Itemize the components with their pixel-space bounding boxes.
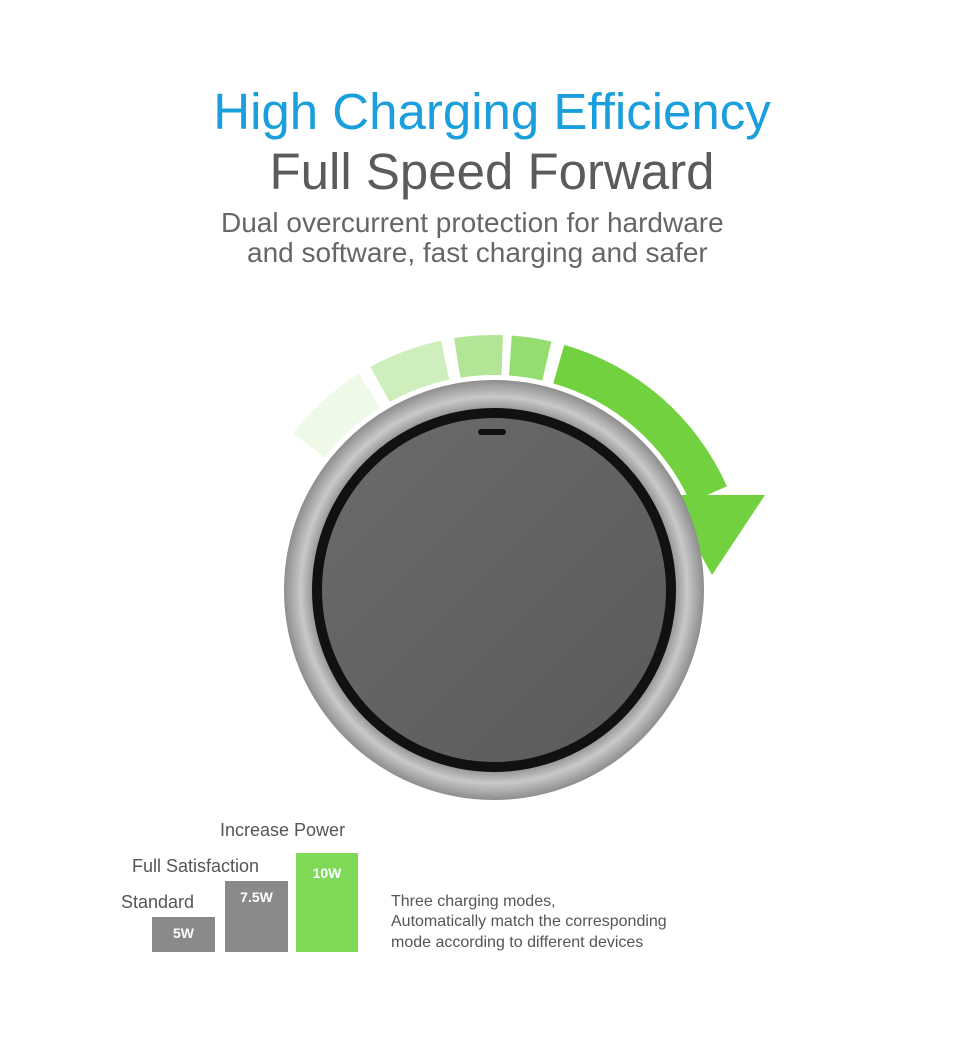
mode-label: Standard <box>121 892 195 912</box>
arrow-head <box>668 495 765 575</box>
green-arc <box>293 335 727 503</box>
arc-segment <box>553 344 727 503</box>
arc-segment <box>454 335 503 378</box>
arc-segment <box>508 335 552 381</box>
note: mode according to different devices <box>391 934 644 951</box>
description: and software, fast charging and safer <box>247 237 708 268</box>
note: Three charging modes, <box>391 893 556 910</box>
subtitle: Full Speed Forward <box>269 143 715 200</box>
mode-power: 10W <box>312 865 342 881</box>
description: Dual overcurrent protection for hardware <box>221 207 724 238</box>
mode-bar: 10W <box>296 853 358 952</box>
charger-pad <box>322 418 666 762</box>
mode-label: Increase Power <box>220 820 346 840</box>
mode-power: 7.5W <box>240 889 273 905</box>
arc-segment <box>370 340 450 402</box>
mode-bar: 5W <box>152 917 215 952</box>
mode-power: 5W <box>173 925 194 941</box>
arc-segment <box>293 373 381 458</box>
mode-bar: 7.5W <box>225 881 288 952</box>
note: Automatically match the corresponding <box>391 913 667 930</box>
title: High Charging Efficiency <box>213 83 771 140</box>
led <box>478 429 506 435</box>
mode-label: Full Satisfaction <box>132 856 260 876</box>
